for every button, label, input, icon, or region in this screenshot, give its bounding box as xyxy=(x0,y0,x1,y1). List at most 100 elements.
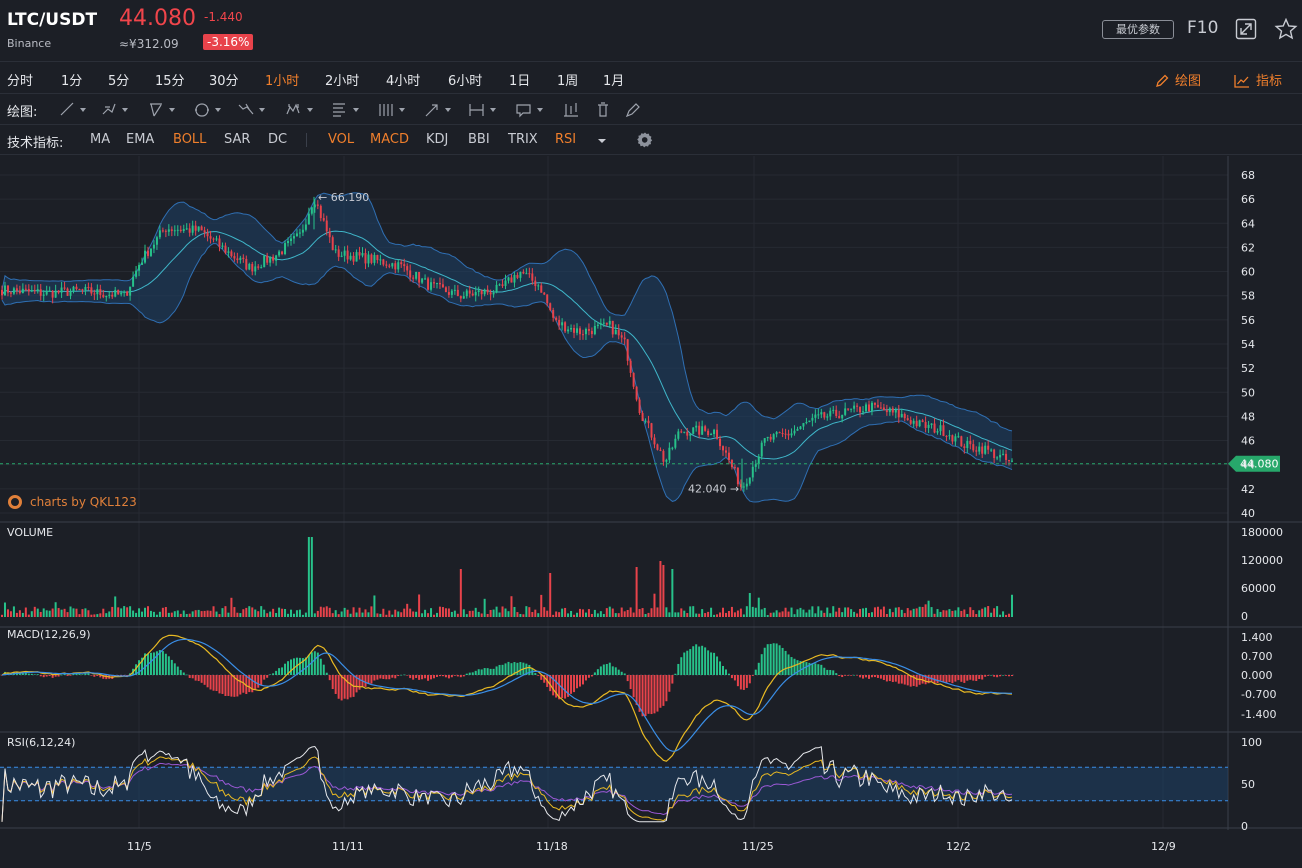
period-1w[interactable]: 1周 xyxy=(557,74,579,89)
volume-bar xyxy=(826,607,829,617)
indicator-bbi[interactable]: BBI xyxy=(468,132,490,147)
indicator-trix[interactable]: TRIX xyxy=(508,132,538,147)
volume-bar xyxy=(450,611,453,617)
comment-tool-icon[interactable] xyxy=(515,101,549,118)
arrow-tool-icon[interactable] xyxy=(423,101,457,118)
indicator-sar[interactable]: SAR xyxy=(224,132,251,147)
candle xyxy=(248,263,251,270)
period-1d[interactable]: 1日 xyxy=(509,74,531,89)
candlestick-chart[interactable]: ← 66.190 42.040 → 44.080 68 66 64 62 60 58 56 54 52… xyxy=(0,156,1302,868)
drawing-toolbar: 绘图: xyxy=(0,94,1302,125)
volume-bar xyxy=(409,608,412,617)
indicator-dropdown-chevron-icon[interactable] xyxy=(597,134,607,148)
period-2h[interactable]: 2小时 xyxy=(325,74,360,89)
candle xyxy=(45,290,48,295)
price-axis-label: 60 xyxy=(1241,266,1255,279)
volume-bar xyxy=(456,613,459,617)
indicator-boll[interactable]: BOLL xyxy=(173,132,207,147)
fullscreen-icon[interactable] xyxy=(1235,18,1257,40)
candle xyxy=(930,423,933,425)
indicator-rsi[interactable]: RSI xyxy=(555,132,577,147)
macd-histogram-bar xyxy=(975,675,978,681)
pattern-tool-icon[interactable] xyxy=(285,101,319,118)
macd-histogram-bar xyxy=(951,675,954,684)
macd-histogram-bar xyxy=(924,675,927,685)
f10-button[interactable]: F10 xyxy=(1187,18,1219,38)
period-timeshare[interactable]: 分时 xyxy=(7,74,34,89)
indicator-ema[interactable]: EMA xyxy=(126,132,155,147)
macd-histogram-bar xyxy=(275,670,278,675)
volume-bar xyxy=(251,607,254,617)
volume-bar xyxy=(724,612,727,617)
volume-bar xyxy=(438,606,441,617)
star-icon[interactable] xyxy=(1274,17,1298,40)
volume-bar xyxy=(227,612,230,617)
shape-tool-icon[interactable] xyxy=(193,101,227,118)
volume-bar xyxy=(581,609,584,617)
macd-histogram-bar xyxy=(236,675,239,697)
candle-style-icon[interactable] xyxy=(562,101,596,118)
candle xyxy=(227,251,230,253)
volume-bar xyxy=(692,606,695,617)
period-1mo[interactable]: 1月 xyxy=(603,74,625,89)
indicator-toggle-button[interactable]: 指标 xyxy=(1234,70,1282,89)
channel-tool-icon[interactable] xyxy=(147,101,181,118)
best-params-button[interactable]: 最优参数 xyxy=(1102,20,1174,39)
candle xyxy=(6,285,9,293)
path-tool-icon[interactable] xyxy=(237,101,271,118)
pen-icon[interactable] xyxy=(624,101,658,118)
candle xyxy=(331,237,334,251)
volume-bar xyxy=(546,610,549,617)
candle xyxy=(584,328,587,335)
candle xyxy=(862,411,865,413)
volume-bar xyxy=(483,598,486,617)
indicator-dc[interactable]: DC xyxy=(268,132,288,147)
macd-histogram-bar xyxy=(349,675,352,698)
draw-toggle-button[interactable]: 绘图 xyxy=(1155,70,1201,89)
volume-bar xyxy=(879,609,882,617)
fibonacci-tool-icon[interactable] xyxy=(331,101,365,118)
volume-bar xyxy=(981,608,984,617)
period-5m[interactable]: 5分 xyxy=(108,74,130,89)
line-tool-icon[interactable] xyxy=(58,101,92,118)
volume-bar xyxy=(927,600,930,617)
indicator-kdj[interactable]: KDJ xyxy=(426,132,449,147)
period-30m[interactable]: 30分 xyxy=(209,74,239,89)
volume-bar xyxy=(596,613,599,617)
period-1m[interactable]: 1分 xyxy=(61,74,83,89)
period-4h[interactable]: 4小时 xyxy=(386,74,421,89)
macd-histogram-bar xyxy=(379,675,382,679)
indicator-vol[interactable]: VOL xyxy=(328,132,355,147)
macd-histogram-bar xyxy=(430,675,433,680)
candle xyxy=(710,434,713,436)
candle xyxy=(361,253,364,256)
candle xyxy=(456,289,459,297)
indicator-macd[interactable]: MACD xyxy=(370,132,409,147)
candle xyxy=(152,244,155,249)
macd-histogram-bar xyxy=(942,675,945,683)
period-1h[interactable]: 1小时 xyxy=(265,74,300,89)
trash-icon[interactable] xyxy=(594,101,628,118)
volume-bar xyxy=(120,608,123,617)
macd-histogram-bar xyxy=(719,661,722,675)
volume-bar xyxy=(257,611,260,617)
candle xyxy=(149,248,152,256)
measure-tool-icon[interactable] xyxy=(468,101,502,118)
volume-bar xyxy=(1011,594,1013,617)
gann-tool-icon[interactable] xyxy=(377,101,411,118)
candle xyxy=(102,294,105,298)
candle xyxy=(135,270,138,277)
indicator-ma[interactable]: MA xyxy=(90,132,111,147)
macd-histogram-bar xyxy=(748,675,751,684)
period-15m[interactable]: 15分 xyxy=(155,74,185,89)
volume-bar xyxy=(921,606,924,617)
brush-tool-icon[interactable] xyxy=(100,101,134,118)
gear-icon[interactable] xyxy=(636,131,654,152)
candle xyxy=(564,322,567,332)
period-6h[interactable]: 6小时 xyxy=(448,74,483,89)
candle xyxy=(680,431,683,433)
candle xyxy=(587,328,590,331)
candle xyxy=(516,275,519,278)
candle xyxy=(614,329,617,335)
macd-histogram-bar xyxy=(1002,674,1005,676)
